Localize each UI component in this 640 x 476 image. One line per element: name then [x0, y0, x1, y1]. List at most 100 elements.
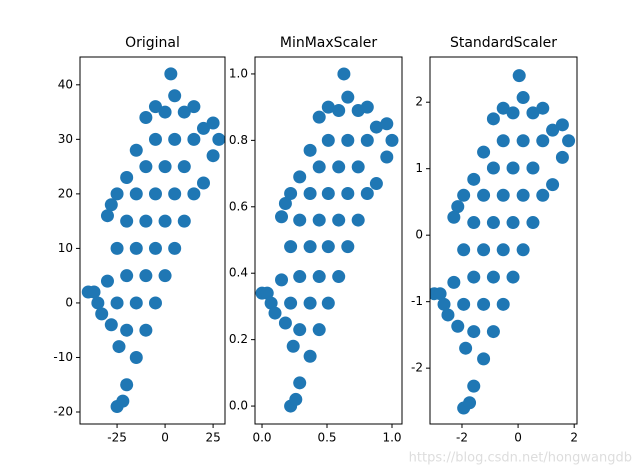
- point: [332, 160, 346, 174]
- y-tick-label: 1: [415, 161, 423, 175]
- point: [278, 316, 292, 330]
- point: [332, 103, 346, 117]
- point: [496, 297, 510, 311]
- point: [129, 350, 143, 364]
- point: [526, 161, 540, 175]
- point: [187, 132, 201, 146]
- point: [477, 297, 491, 311]
- x-tick-label: -2: [456, 431, 468, 445]
- point: [293, 323, 307, 337]
- point: [158, 214, 172, 228]
- point: [177, 160, 191, 174]
- axes-frame: [254, 56, 403, 425]
- y-tick-label: 10: [58, 241, 73, 255]
- x-tick-label: 0: [514, 431, 522, 445]
- watermark: https://blog.csdn.net/hongwangdb: [409, 451, 632, 466]
- point: [341, 187, 355, 201]
- point: [360, 187, 374, 201]
- point: [120, 323, 134, 337]
- y-tick-label: -20: [53, 405, 73, 419]
- x-tick-label: 0.5: [317, 431, 336, 445]
- point: [321, 296, 335, 310]
- point: [369, 177, 383, 191]
- plot-area: [430, 69, 576, 415]
- point: [293, 170, 307, 184]
- point: [360, 100, 374, 114]
- point: [351, 213, 365, 227]
- point: [536, 134, 550, 148]
- point: [477, 145, 491, 159]
- point: [516, 91, 530, 105]
- y-tick-label: 0.8: [229, 133, 248, 147]
- point: [110, 296, 124, 310]
- point: [275, 210, 289, 224]
- y-tick-label: 2: [415, 95, 423, 109]
- point: [321, 133, 335, 147]
- y-tick-label: 0.2: [229, 332, 248, 346]
- point: [293, 270, 307, 284]
- point: [264, 296, 278, 310]
- point: [467, 216, 481, 230]
- point: [467, 270, 481, 284]
- point: [158, 105, 172, 119]
- point: [321, 100, 335, 114]
- point: [360, 133, 374, 147]
- point: [477, 243, 491, 257]
- x-tick-label: 0: [161, 431, 169, 445]
- point: [129, 296, 143, 310]
- point: [187, 100, 201, 114]
- point: [312, 160, 326, 174]
- point: [120, 214, 134, 228]
- point: [158, 160, 172, 174]
- y-tick-label: 0: [415, 228, 423, 242]
- point: [526, 216, 540, 230]
- y-tick-label: 40: [58, 77, 73, 91]
- point: [486, 325, 500, 339]
- point: [555, 150, 569, 164]
- point: [120, 171, 134, 185]
- point: [337, 67, 351, 81]
- y-tick-label: 30: [58, 132, 73, 146]
- point: [312, 270, 326, 284]
- point: [196, 176, 210, 190]
- point: [139, 214, 153, 228]
- point: [467, 325, 481, 339]
- point: [332, 213, 346, 227]
- point: [260, 286, 274, 300]
- point: [433, 287, 447, 301]
- y-tick-label: -10: [53, 350, 73, 364]
- point: [303, 187, 317, 201]
- point: [486, 270, 500, 284]
- y-tick-label: 0.6: [229, 199, 248, 213]
- x-tick-label: 1.0: [382, 431, 401, 445]
- point: [116, 394, 130, 408]
- point: [546, 123, 560, 137]
- point: [95, 307, 109, 321]
- point: [441, 308, 455, 322]
- point: [536, 101, 550, 115]
- axes-frame: [429, 56, 578, 425]
- point: [303, 143, 317, 157]
- point: [289, 392, 303, 406]
- point: [303, 349, 317, 363]
- point: [451, 200, 465, 214]
- point: [303, 240, 317, 254]
- y-tick-label: -2: [411, 361, 423, 375]
- point: [148, 241, 162, 255]
- point: [100, 209, 114, 223]
- point: [516, 243, 530, 257]
- point: [506, 216, 520, 230]
- point: [100, 274, 114, 288]
- point: [177, 105, 191, 119]
- point: [496, 101, 510, 115]
- point: [536, 188, 550, 202]
- y-tick-label: 20: [58, 186, 73, 200]
- point: [268, 306, 282, 320]
- point: [168, 187, 182, 201]
- point: [447, 210, 461, 224]
- x-tick-label: -25: [107, 431, 127, 445]
- point: [562, 134, 576, 148]
- point: [139, 269, 153, 283]
- point: [447, 275, 461, 289]
